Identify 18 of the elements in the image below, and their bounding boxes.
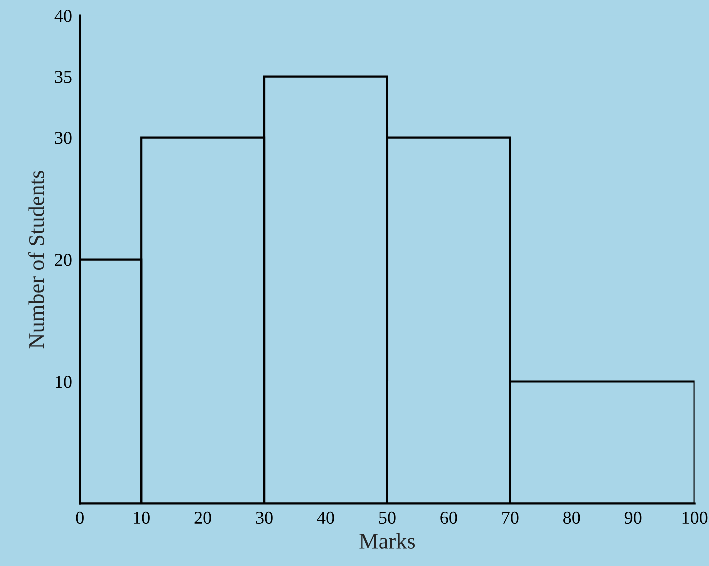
x-axis-title: Marks [360, 533, 416, 549]
y-tick-label: 40 [54, 10, 72, 22]
x-tick-label: 20 [194, 512, 212, 524]
x-tick-label: 70 [502, 512, 519, 524]
x-tick-label: 10 [134, 512, 150, 524]
x-tick-label: 30 [256, 512, 273, 524]
x-tick-label: 80 [564, 512, 580, 524]
x-tick-label: 40 [317, 512, 334, 524]
y-tick-label: 30 [55, 132, 72, 144]
y-tick-label: 10 [56, 376, 72, 388]
y-axis-title: Number of Students [28, 171, 44, 349]
x-tick-label: 100 [682, 512, 708, 524]
x-tick-label: 0 [76, 512, 84, 524]
y-tick-label: 20 [55, 254, 72, 266]
x-tick-label: 50 [379, 512, 396, 524]
x-tick-label: 90 [624, 512, 642, 524]
y-tick-label: 35 [55, 71, 72, 84]
x-tick-label: 60 [440, 512, 458, 524]
